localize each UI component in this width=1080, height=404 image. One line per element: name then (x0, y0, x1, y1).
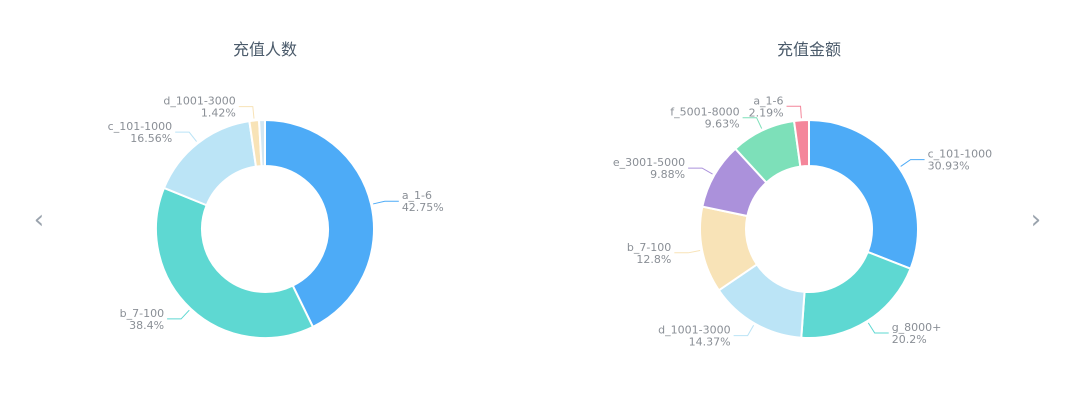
slice-percent-label: 16.56% (130, 132, 172, 145)
slice-label: f_5001-8000 (670, 106, 739, 119)
slice-percent-label: 14.37% (689, 336, 731, 349)
slice-percent-label: 42.75% (402, 201, 444, 214)
slice-percent-label: 12.8% (636, 253, 671, 266)
slice-label: a_1-6 (753, 94, 783, 107)
donut-slice[interactable] (792, 118, 810, 168)
slice-percent-label: 2.19% (749, 106, 784, 119)
label-leader-line (742, 117, 763, 129)
label-leader-line (674, 249, 701, 254)
prev-arrow-icon[interactable]: ‹ (33, 205, 45, 235)
donut-slice[interactable] (264, 118, 375, 329)
slice-label: d_1001-3000 (658, 324, 730, 337)
label-leader-line (167, 309, 190, 320)
label-leader-line (900, 159, 925, 167)
slice-label: c_101-1000 (928, 148, 993, 161)
label-leader-line (373, 200, 399, 205)
chart-title: 充值人数 (233, 40, 297, 59)
slice-percent-label: 38.4% (129, 319, 164, 332)
label-leader-line (733, 324, 755, 337)
slice-label: g_8000+ (892, 321, 942, 334)
slice-label: c_101-1000 (108, 120, 173, 133)
slice-percent-label: 20.2% (892, 333, 927, 346)
label-leader-line (688, 167, 713, 175)
donut-slice[interactable] (808, 118, 919, 270)
slice-label: b_7-100 (627, 241, 671, 254)
slice-percent-label: 9.63% (705, 118, 740, 131)
slice-percent-label: 30.93% (928, 160, 970, 173)
slice-label: d_1001-3000 (163, 95, 235, 108)
label-leader-line (175, 131, 197, 142)
slice-percent-label: 1.42% (201, 107, 236, 120)
slice-percent-label: 9.88% (650, 168, 685, 181)
label-leader-line (786, 105, 802, 119)
label-leader-line (238, 106, 255, 119)
donut-slice[interactable] (257, 118, 266, 168)
slice-label: b_7-100 (120, 307, 164, 320)
donut-slice[interactable] (155, 186, 315, 339)
chart-title: 充值金额 (777, 40, 841, 59)
donut-slice[interactable] (162, 119, 258, 207)
next-arrow-icon[interactable]: › (1030, 205, 1042, 235)
slice-label: e_3001-5000 (613, 156, 685, 169)
label-leader-line (867, 322, 889, 334)
slice-label: a_1-6 (402, 189, 432, 202)
